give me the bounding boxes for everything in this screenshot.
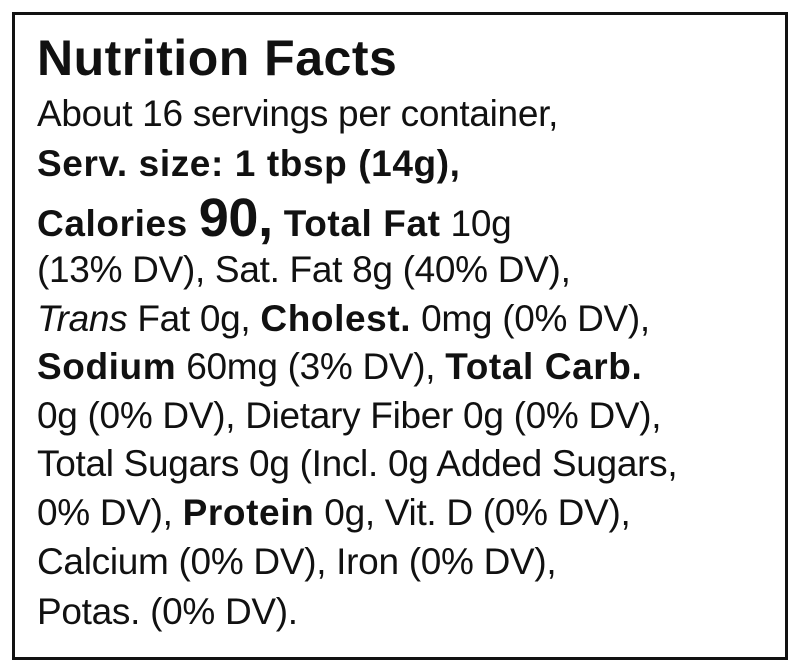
label-border (12, 12, 788, 660)
text: 0g, Vit. D (0% DV), (314, 492, 631, 533)
text: (13% DV), Sat. Fat 8g (40% DV), (37, 249, 571, 290)
line: (13% DV), Sat. Fat 8g (40% DV), (37, 248, 571, 292)
text: Total Sugars 0g (Incl. 0g Added Sugars, (37, 443, 678, 484)
line: Trans Fat 0g, Cholest. 0mg (0% DV), (37, 297, 650, 341)
line: Sodium 60mg (3% DV), Total Carb. (37, 345, 642, 389)
line: Calories 90, Total Fat 10g (37, 191, 512, 246)
text: Calcium (0% DV), Iron (0% DV), (37, 541, 557, 582)
line: 0g (0% DV), Dietary Fiber 0g (0% DV), (37, 394, 662, 438)
bold-text: Total Carb. (445, 346, 643, 387)
line: Total Sugars 0g (Incl. 0g Added Sugars, (37, 442, 678, 486)
line: Serv. size: 1 tbsp (14g), (37, 142, 461, 186)
italic-text: Trans (37, 298, 128, 339)
bold-text: Protein (182, 492, 315, 533)
bold-text: Sodium (37, 346, 177, 387)
bold-text: Calories (37, 203, 199, 244)
text: Potas. (0% DV). (37, 591, 298, 632)
line: Calcium (0% DV), Iron (0% DV), (37, 540, 557, 584)
calories-value: 90, (198, 188, 273, 248)
line: Potas. (0% DV). (37, 590, 298, 634)
text: Fat 0g, (127, 298, 261, 339)
text: 60mg (3% DV), (176, 346, 446, 387)
title: Nutrition Facts (37, 30, 398, 86)
text: About 16 servings per container, (37, 93, 559, 134)
text: 0g (0% DV), Dietary Fiber 0g (0% DV), (37, 395, 662, 436)
line: 0% DV), Protein 0g, Vit. D (0% DV), (37, 491, 631, 535)
text: 0% DV), (37, 492, 183, 533)
text: 10g (440, 203, 512, 244)
bold-text: Cholest. (260, 298, 412, 339)
bold-text: Total Fat (272, 203, 441, 244)
line: About 16 servings per container, (37, 92, 558, 136)
bold-text: Serv. size: 1 tbsp (14g), (37, 143, 461, 184)
text: 0mg (0% DV), (411, 298, 650, 339)
